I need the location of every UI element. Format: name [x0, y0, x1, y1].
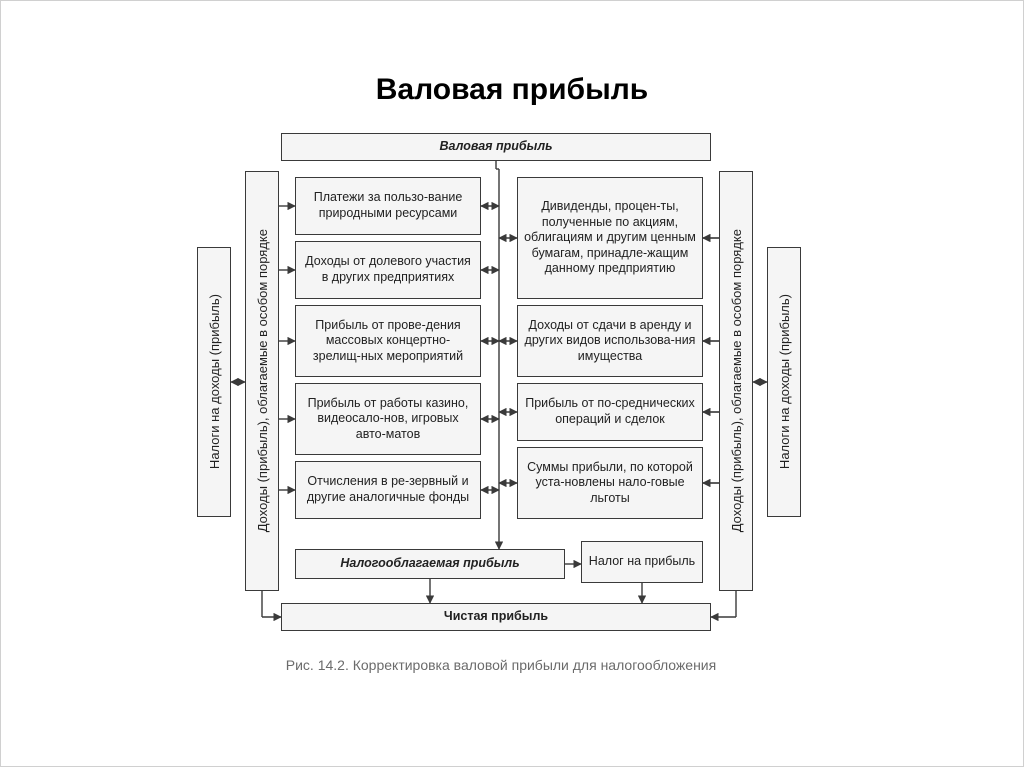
node-net-profit: Чистая прибыль: [281, 603, 711, 631]
vnode-left-outer: Налоги на доходы (прибыль): [197, 247, 231, 517]
vnode-left-inner: Доходы (прибыль), облагаемые в особом по…: [245, 171, 279, 591]
vnode-right-inner-label: Доходы (прибыль), облагаемые в особом по…: [729, 229, 744, 532]
vnode-left-inner-label: Доходы (прибыль), облагаемые в особом по…: [255, 229, 270, 532]
node-gross-profit: Валовая прибыль: [281, 133, 711, 161]
node-right-3: Суммы прибыли, по которой уста-новлены н…: [517, 447, 703, 519]
vnode-right-inner: Доходы (прибыль), облагаемые в особом по…: [719, 171, 753, 591]
node-left-0: Платежи за пользо-вание природными ресур…: [295, 177, 481, 235]
vnode-right-outer-label: Налоги на доходы (прибыль): [777, 294, 792, 469]
node-left-4: Отчисления в ре-зервный и другие аналоги…: [295, 461, 481, 519]
diagram-canvas: Валовая прибыль Валовая прибыль Платежи …: [0, 0, 1024, 767]
node-taxable-profit: Налогооблагаемая прибыль: [295, 549, 565, 579]
node-right-2: Прибыль от по-среднических операций и сд…: [517, 383, 703, 441]
node-left-2: Прибыль от прове-дения массовых концертн…: [295, 305, 481, 377]
vnode-left-outer-label: Налоги на доходы (прибыль): [207, 294, 222, 469]
node-left-3: Прибыль от работы казино, видеосало-нов,…: [295, 383, 481, 455]
node-right-0: Дивиденды, процен-ты, полученные по акци…: [517, 177, 703, 299]
vnode-right-outer: Налоги на доходы (прибыль): [767, 247, 801, 517]
connector-layer: [1, 1, 1024, 768]
figure-caption: Рис. 14.2. Корректировка валовой прибыли…: [201, 657, 801, 673]
node-left-1: Доходы от долевого участия в других пред…: [295, 241, 481, 299]
node-right-1: Доходы от сдачи в аренду и других видов …: [517, 305, 703, 377]
node-profit-tax: Налог на прибыль: [581, 541, 703, 583]
page-title: Валовая прибыль: [1, 73, 1023, 107]
